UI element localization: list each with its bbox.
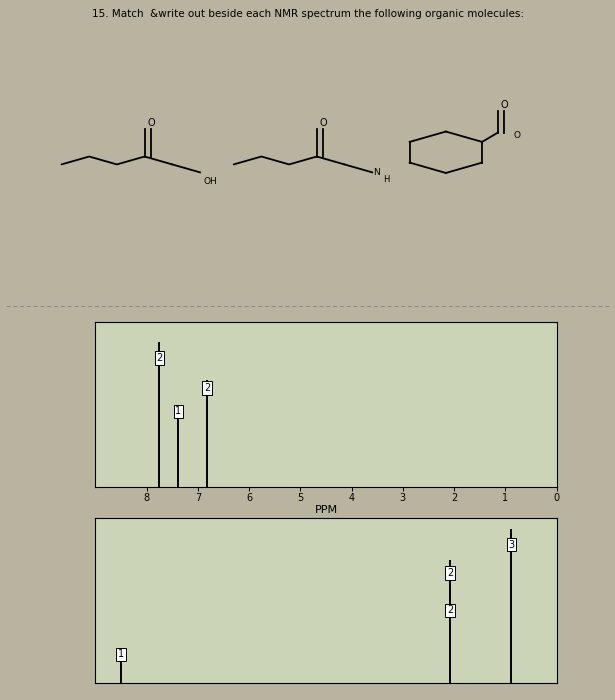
Text: 2: 2 [204,383,210,393]
Text: N: N [373,168,380,177]
Text: 2: 2 [447,606,453,615]
Text: O: O [320,118,327,127]
Text: OH: OH [203,177,217,186]
Text: O: O [514,131,520,140]
Text: 2: 2 [447,568,453,578]
Text: 1: 1 [175,406,181,416]
X-axis label: PPM: PPM [314,505,338,514]
Text: H: H [383,176,390,185]
Text: 2: 2 [156,353,162,363]
Text: O: O [501,99,509,110]
Text: O: O [148,118,155,127]
Text: 3: 3 [509,540,515,550]
Text: 1: 1 [118,650,124,659]
Text: 15. Match  &write out beside each NMR spectrum the following organic molecules:: 15. Match &write out beside each NMR spe… [92,9,523,19]
